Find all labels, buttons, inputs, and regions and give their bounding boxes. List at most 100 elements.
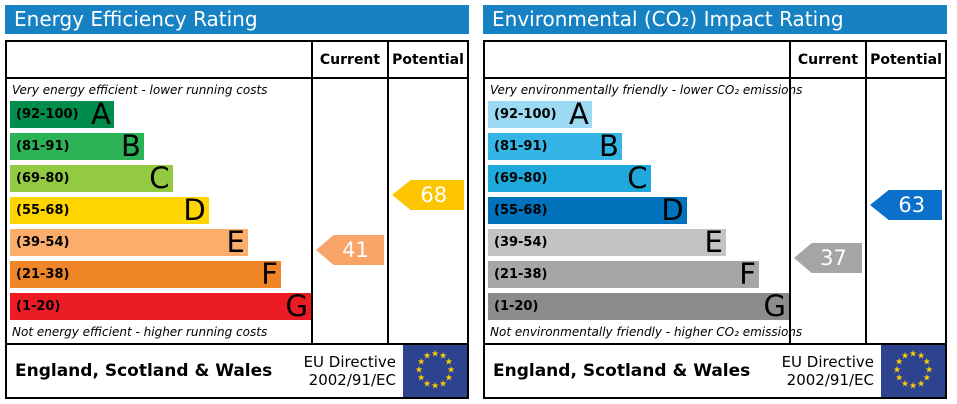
band-letter: G: [285, 289, 308, 323]
rating-band-bar: (81-91) B: [10, 132, 144, 161]
eu-star-icon: ★: [438, 379, 448, 390]
rating-band-row: (81-91) B: [488, 129, 789, 163]
eu-star-icon: ★: [908, 381, 918, 392]
rating-band-bar: (92-100) A: [10, 97, 114, 131]
bottom-note: Not energy efficient - higher running co…: [12, 325, 268, 339]
rating-band-row: (55-68) D: [488, 193, 789, 227]
potential-rating-value: 68: [420, 183, 448, 207]
rating-band-bar: (1-20) G: [10, 289, 311, 323]
eu-star-icon: ★: [895, 373, 904, 384]
column-header-current: Current: [789, 42, 865, 77]
band-letter: A: [569, 97, 589, 131]
table-footer: England, Scotland & Wales EU Directive 2…: [7, 343, 467, 397]
rating-band-row: (21-38) F: [488, 260, 789, 289]
band-range-label: (1-20): [494, 299, 539, 314]
band-letter: F: [261, 257, 278, 291]
band-letter: A: [91, 97, 111, 131]
rating-band-row: (1-20) G: [10, 289, 311, 323]
current-rating-arrow: 37: [794, 243, 862, 273]
eu-directive-text: EU Directive 2002/91/EC: [782, 353, 874, 389]
eu-star-icon: ★: [438, 351, 448, 362]
energy-panel-title: Energy Efficiency Rating: [5, 5, 469, 34]
eu-star-icon: ★: [922, 357, 931, 368]
rating-band-bar: (21-38) F: [488, 260, 759, 289]
co2-rating-table: Current Potential Very environmentally f…: [483, 40, 947, 399]
top-note: Very energy efficient - lower running co…: [12, 83, 268, 97]
current-rating-value: 41: [342, 238, 369, 262]
rating-band-row: (92-100) A: [10, 97, 311, 131]
current-rating-value: 37: [820, 246, 847, 270]
eu-star-icon: ★: [446, 365, 456, 376]
band-letter: E: [704, 225, 723, 259]
rating-band-row: (92-100) A: [488, 97, 789, 131]
rating-band-bar: (1-20) G: [488, 289, 789, 323]
rating-band-bar: (39-54) E: [10, 225, 248, 259]
column-header-current: Current: [311, 42, 387, 77]
rating-band-bar: (55-68) D: [488, 193, 687, 227]
potential-column: 63: [865, 79, 945, 343]
band-range-label: (55-68): [494, 203, 548, 218]
band-range-label: (1-20): [16, 299, 61, 314]
band-range-label: (21-38): [494, 267, 548, 282]
rating-band-bar: (81-91) B: [488, 129, 622, 163]
band-range-label: (69-80): [494, 171, 548, 186]
current-column: 37: [789, 79, 865, 343]
footer-region: England, Scotland & Wales: [493, 361, 751, 381]
potential-rating-value: 63: [898, 193, 926, 217]
eu-star-icon: ★: [900, 379, 910, 390]
band-range-label: (81-91): [16, 139, 70, 154]
header-spacer: [7, 42, 311, 77]
bottom-note: Not environmentally friendly - higher CO…: [490, 325, 803, 339]
band-letter: G: [763, 289, 786, 323]
potential-rating-arrow: 63: [870, 190, 942, 220]
rating-band-bar: (55-68) D: [10, 193, 209, 227]
band-letter: D: [183, 193, 206, 227]
rating-body: Very environmentally friendly - lower CO…: [485, 79, 945, 343]
band-range-label: (92-100): [494, 107, 557, 122]
band-letter: C: [149, 161, 170, 195]
band-range-label: (55-68): [16, 203, 70, 218]
band-letter: D: [661, 193, 684, 227]
rating-scale: Very energy efficient - lower running co…: [7, 79, 311, 343]
band-range-label: (39-54): [16, 235, 70, 250]
rating-band-row: (55-68) D: [10, 193, 311, 227]
energy-efficiency-panel: Energy Efficiency Rating Current Potenti…: [5, 5, 469, 399]
eu-directive-line2: 2002/91/EC: [308, 371, 396, 389]
rating-band-bar: (39-54) E: [488, 225, 726, 259]
potential-rating-arrow: 68: [392, 180, 464, 210]
eu-star-icon: ★: [924, 365, 934, 376]
rating-bars: (92-100) A (81-91) B (69-80) C (55-68) D (39-54)…: [10, 97, 311, 325]
eu-star-icon: ★: [892, 365, 902, 376]
band-range-label: (81-91): [494, 139, 548, 154]
eu-star-icon: ★: [430, 381, 440, 392]
eu-star-icon: ★: [444, 357, 453, 368]
co2-panel-title: Environmental (CO₂) Impact Rating: [483, 5, 947, 34]
eu-star-icon: ★: [422, 379, 432, 390]
band-letter: E: [226, 225, 245, 259]
potential-column: 68: [387, 79, 467, 343]
rating-band-bar: (92-100) A: [488, 97, 592, 131]
eu-star-icon: ★: [916, 379, 926, 390]
rating-bars: (92-100) A (81-91) B (69-80) C (55-68) D (39-54)…: [488, 97, 789, 325]
rating-band-bar: (69-80) C: [10, 161, 173, 195]
rating-band-row: (1-20) G: [488, 289, 789, 323]
eu-directive-line1: EU Directive: [303, 353, 396, 371]
co2-impact-panel: Environmental (CO₂) Impact Rating Curren…: [483, 5, 947, 399]
band-range-label: (39-54): [494, 235, 548, 250]
band-range-label: (92-100): [16, 107, 79, 122]
band-letter: B: [599, 129, 619, 163]
rating-band-bar: (69-80) C: [488, 161, 651, 195]
eu-star-icon: ★: [422, 351, 432, 362]
current-column: 41: [311, 79, 387, 343]
rating-band-row: (69-80) C: [10, 161, 311, 195]
rating-band-row: (21-38) F: [10, 257, 311, 291]
band-letter: C: [627, 161, 648, 195]
eu-directive-text: EU Directive 2002/91/EC: [304, 353, 396, 389]
band-range-label: (21-38): [16, 267, 70, 282]
eu-directive-line2: 2002/91/EC: [786, 371, 874, 389]
top-note: Very environmentally friendly - lower CO…: [490, 83, 803, 97]
rating-scale: Very environmentally friendly - lower CO…: [485, 79, 803, 343]
column-header-potential: Potential: [387, 42, 467, 77]
column-header-potential: Potential: [865, 42, 945, 77]
